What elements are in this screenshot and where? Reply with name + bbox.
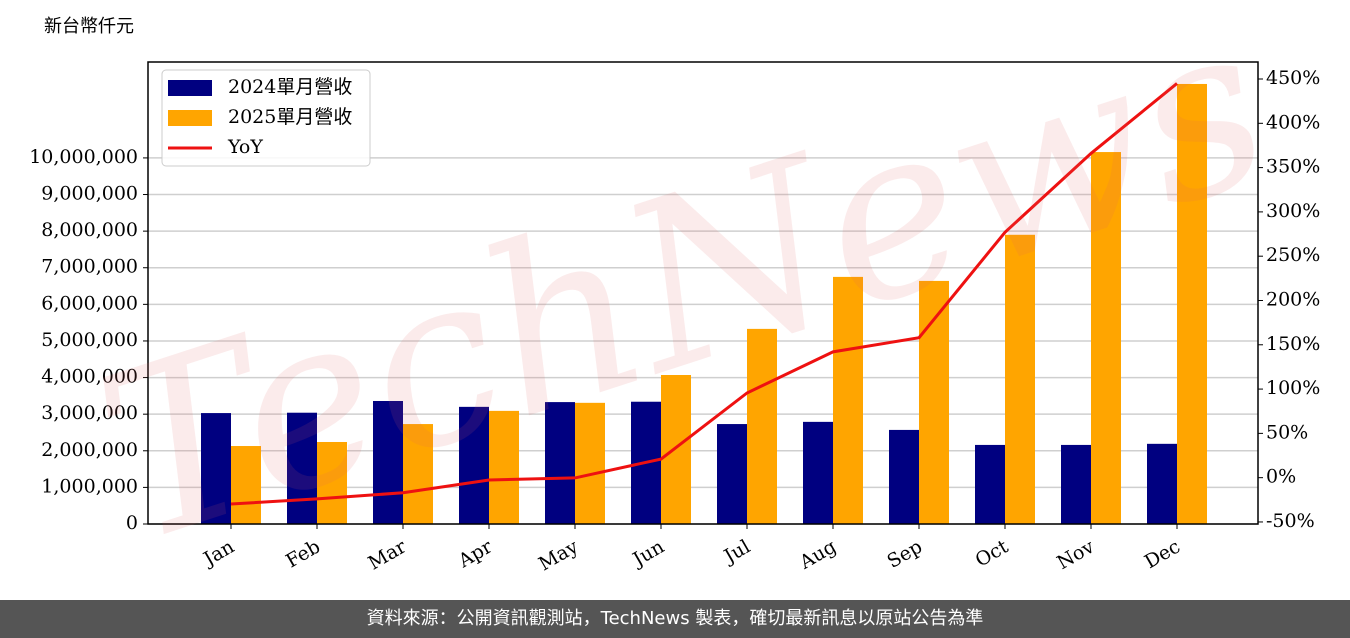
y-tick-label: 9,000,000 [41,183,138,205]
x-tick-label: Feb [282,536,324,573]
y2-tick-label: 400% [1266,111,1320,133]
bar [201,413,231,524]
bar [1005,234,1035,524]
x-tick-label: Aug [795,536,840,575]
bar [231,446,261,524]
x-tick-label: Dec [1141,536,1184,574]
y2-tick-label: 50% [1266,421,1308,443]
legend-label: 2025單月營收 [228,106,352,128]
y2-tick-label: 250% [1266,244,1320,266]
bar [1147,443,1177,524]
bar [1091,152,1121,524]
y-tick-label: 2,000,000 [41,439,138,461]
y-tick-label: 1,000,000 [41,475,138,497]
bar [661,375,691,524]
y2-tick-label: 100% [1266,377,1320,399]
bar [1177,83,1207,524]
y2-tick-label: 350% [1266,156,1320,178]
legend-swatch [168,80,212,96]
chart: 新台幣仟元 0 1,000,000 2,000,000 3,000,000 4,000,… [29,0,1320,595]
bar [717,424,747,524]
legend-label: YoY [227,136,263,158]
line [230,82,1178,506]
y-tick-label: 3,000,000 [41,402,138,424]
y2-tick-label: 150% [1266,333,1320,355]
x-tick-label: Jun [627,536,668,572]
y-tick-label: 8,000,000 [41,219,138,241]
bar [575,402,605,524]
bar [889,429,919,524]
y2-tick-label: 0% [1266,466,1296,488]
x-tick-label: May [535,535,582,575]
y2-tick-label: 200% [1266,288,1320,310]
y2-tick-label: 300% [1266,200,1320,222]
y-tick-label: 4,000,000 [41,366,138,388]
bar [459,406,489,524]
y-tick-label: 0 [126,512,138,534]
bar [975,444,1005,524]
y2-tick-label: 450% [1266,67,1320,89]
y-tick-label: 5,000,000 [41,329,138,351]
legend-box [161,69,371,167]
bar [833,276,863,524]
y-tick-label: 6,000,000 [41,292,138,314]
x-tick-label: Jul [719,536,754,569]
bar [803,421,833,524]
legend: 2024單月營收 2025單月營收 YoY [161,69,371,167]
bar [747,328,777,524]
bar [545,402,575,524]
legend-swatch [168,110,212,126]
x-tick-label: Apr [454,535,497,572]
legend-label: 2024單月營收 [228,76,352,98]
x-tick-label: Oct [972,535,1013,571]
bar [403,424,433,524]
bar [287,412,317,524]
x-tick-label: Nov [1053,535,1098,574]
bar [317,441,347,524]
y2-tick-label: -50% [1266,510,1315,532]
y-tick-label: 10,000,000 [29,146,138,168]
source-note: 資料來源：公開資訊觀測站，TechNews 製表，確切最新訊息以原站公告為準 [0,600,1350,638]
x-tick-label: Jan [198,536,238,572]
y-tick-label: 7,000,000 [41,256,138,278]
x-tick-label: Sep [883,536,926,573]
bar [373,400,403,524]
x-tick-label: Mar [364,535,410,574]
bar [489,410,519,524]
y-axis-label: 新台幣仟元 [44,16,134,37]
bar [1061,444,1091,524]
plot-frame [147,61,1259,525]
